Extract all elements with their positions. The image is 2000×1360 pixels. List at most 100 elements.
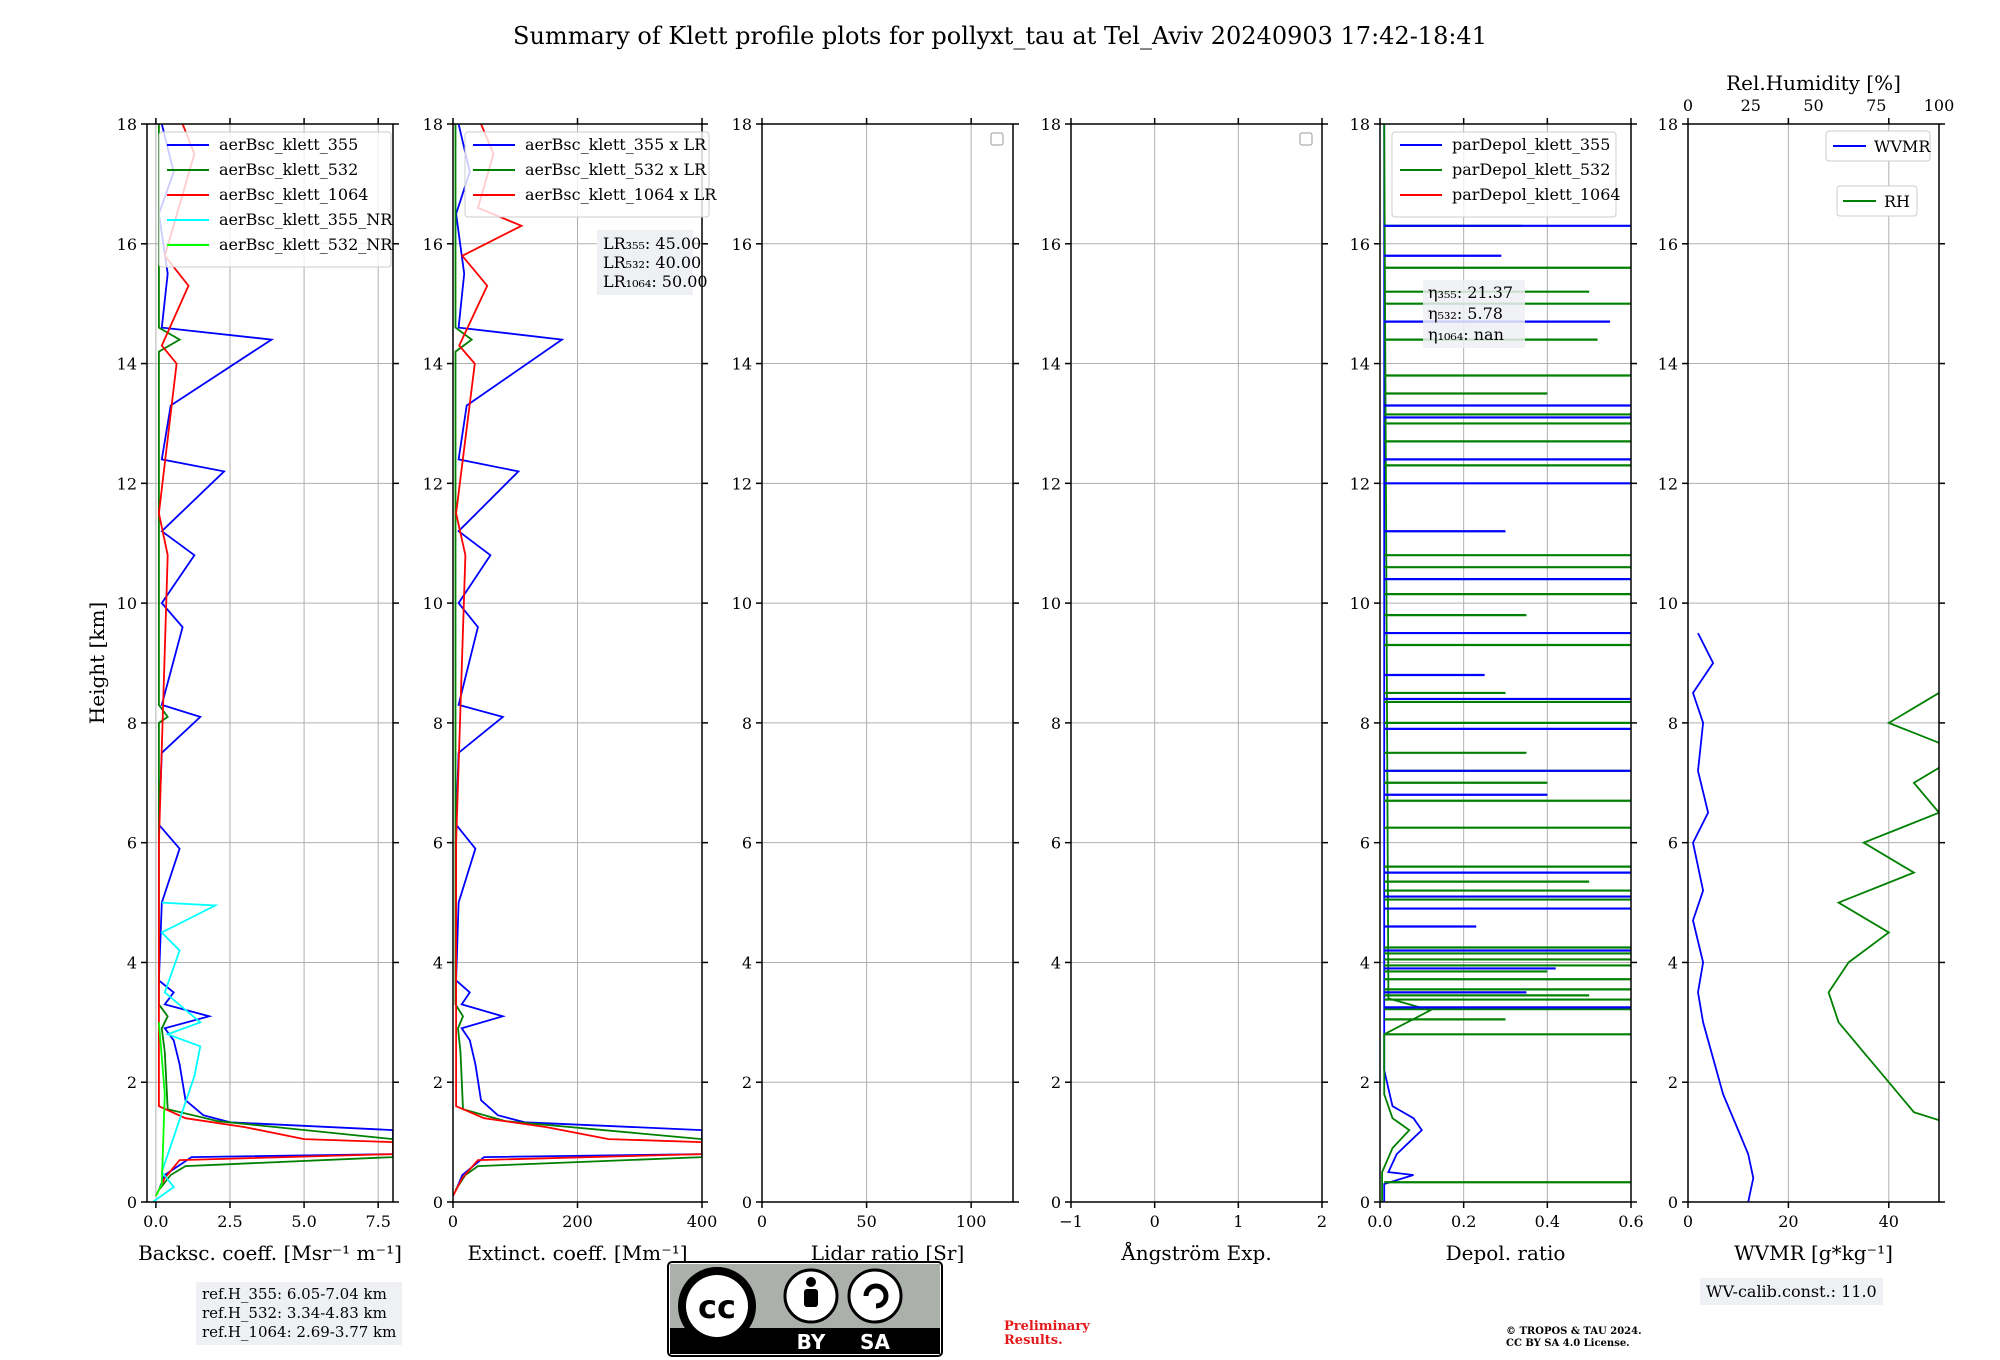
y-tick-label: 0 bbox=[742, 1193, 752, 1212]
legend-box bbox=[1836, 185, 1918, 217]
empty-legend bbox=[1299, 132, 1313, 146]
copyright-note: © TROPOS & TAU 2024. CC BY SA 4.0 Licens… bbox=[1506, 1326, 1642, 1350]
reference-heights-box: ref.H_355: 6.05-7.04 km ref.H_532: 3.34-… bbox=[196, 1282, 403, 1345]
y-tick-label: 0 bbox=[127, 1193, 137, 1212]
series-aerBsc_klett_1064 bbox=[155, 124, 393, 1197]
y-tick-label: 2 bbox=[1668, 1073, 1678, 1092]
y-tick-label: 6 bbox=[1051, 834, 1061, 853]
x-axis-label: Ångström Exp. bbox=[1120, 1240, 1271, 1265]
y-tick-label: 16 bbox=[732, 235, 752, 254]
eta-label: η₅₃₂: 5.78 bbox=[1428, 304, 1503, 323]
legend-entry: aerBsc_klett_355 x LR bbox=[525, 135, 707, 154]
x-tick-label: 0.2 bbox=[1451, 1212, 1476, 1231]
y-tick-label: 6 bbox=[742, 834, 752, 853]
x-tick-label: 0 bbox=[1683, 1212, 1693, 1231]
ref-height-532: ref.H_532: 3.34-4.83 km bbox=[202, 1304, 387, 1322]
x-tick-label: 100 bbox=[956, 1212, 987, 1231]
series-aerBsc_klett_532 bbox=[157, 124, 393, 1191]
legend-entry: aerBsc_klett_532 bbox=[219, 160, 358, 179]
empty-legend bbox=[990, 132, 1004, 146]
x-tick-label: −1 bbox=[1059, 1212, 1083, 1231]
legend-entry: parDepol_klett_1064 bbox=[1452, 185, 1621, 204]
y-tick-label: 8 bbox=[1051, 714, 1061, 733]
top-tick-label: 50 bbox=[1803, 96, 1823, 115]
x-tick-label: 20 bbox=[1778, 1212, 1798, 1231]
x-tick-label: 0 bbox=[1150, 1212, 1160, 1231]
legend-entry: parDepol_klett_532 bbox=[1452, 160, 1610, 179]
y-tick-label: 18 bbox=[1658, 115, 1678, 134]
x-tick-label: 0.6 bbox=[1618, 1212, 1643, 1231]
x-axis-label: Backsc. coeff. [Msr⁻¹ m⁻¹] bbox=[138, 1241, 402, 1265]
x-tick-label: 0 bbox=[757, 1212, 767, 1231]
x-tick-label: 0.0 bbox=[143, 1212, 168, 1231]
legend-entry: RH bbox=[1884, 192, 1910, 211]
y-tick-label: 14 bbox=[1041, 355, 1061, 374]
y-tick-label: 16 bbox=[423, 235, 443, 254]
y-tick-label: 10 bbox=[117, 594, 137, 613]
y-tick-label: 12 bbox=[423, 474, 443, 493]
panel-wvmr: 0 2 4 6 8 10 12 14 16 18 0 20 40 WVMR [g*kg⁻¹] 0 25 50 75… bbox=[1658, 71, 1955, 1265]
lr-label: LR₁₀₆₄: 50.00 bbox=[603, 272, 708, 291]
y-tick-label: 10 bbox=[1350, 594, 1370, 613]
y-tick-label: 10 bbox=[1041, 594, 1061, 613]
y-tick-label: 8 bbox=[1360, 714, 1370, 733]
y-tick-label: 6 bbox=[433, 834, 443, 853]
top-tick-label: 25 bbox=[1741, 96, 1761, 115]
lr-label: LR₅₃₂: 40.00 bbox=[603, 253, 701, 272]
legend-entry: aerBsc_klett_1064 x LR bbox=[525, 185, 717, 204]
y-tick-label: 18 bbox=[1350, 115, 1370, 134]
x-tick-label: 0.4 bbox=[1535, 1212, 1560, 1231]
y-tick-label: 12 bbox=[1041, 474, 1061, 493]
axes-frame bbox=[761, 123, 1014, 1203]
lr-label: LR₃₅₅: 45.00 bbox=[603, 234, 701, 253]
legend-box bbox=[464, 131, 710, 218]
y-tick-label: 18 bbox=[1041, 115, 1061, 134]
cc-license-badge: cc BY SA bbox=[667, 1261, 943, 1357]
y-tick-label: 12 bbox=[732, 474, 752, 493]
y-tick-label: 10 bbox=[423, 594, 443, 613]
y-tick-label: 18 bbox=[423, 115, 443, 134]
series-aerBsc_klett_355_NR bbox=[152, 901, 219, 1202]
eta-label: η₁₀₆₄: nan bbox=[1428, 325, 1504, 344]
y-tick-label: 14 bbox=[1658, 355, 1678, 374]
x-axis-label: Depol. ratio bbox=[1446, 1241, 1566, 1265]
axes-frame bbox=[1070, 123, 1323, 1203]
series-parDepol_klett_532 bbox=[1381, 124, 1433, 1202]
axes-frame bbox=[452, 123, 703, 1203]
x-tick-label: 5.0 bbox=[291, 1212, 316, 1231]
series-parDepol_klett_355 bbox=[1383, 124, 1423, 1202]
x-tick-label: 0.0 bbox=[1367, 1212, 1392, 1231]
panel-backscatter: 0 2 4 6 8 10 12 14 16 18 0.0 2.5 5.0 7.5 Backsc. coeff… bbox=[85, 115, 402, 1265]
y-tick-label: 6 bbox=[1360, 834, 1370, 853]
y-tick-label: 14 bbox=[732, 355, 752, 374]
y-tick-label: 16 bbox=[1041, 235, 1061, 254]
legend-entry: aerBsc_klett_1064 bbox=[219, 185, 368, 204]
sa-label: SA bbox=[860, 1330, 890, 1354]
y-tick-label: 18 bbox=[117, 115, 137, 134]
y-tick-label: 2 bbox=[1360, 1073, 1370, 1092]
top-axis-label: Rel.Humidity [%] bbox=[1726, 71, 1901, 95]
y-tick-label: 0 bbox=[433, 1193, 443, 1212]
legend-entry: aerBsc_klett_355_NR bbox=[219, 210, 393, 229]
y-tick-label: 6 bbox=[1668, 834, 1678, 853]
x-tick-label: 200 bbox=[562, 1212, 593, 1231]
eta-label: η₃₅₅: 21.37 bbox=[1428, 283, 1513, 302]
lr-box bbox=[597, 230, 693, 295]
y-tick-label: 4 bbox=[433, 953, 443, 972]
y-tick-label: 6 bbox=[127, 834, 137, 853]
y-tick-label: 16 bbox=[1658, 235, 1678, 254]
series-aerBsc_klett_532 x LR bbox=[454, 124, 702, 1191]
eta-box bbox=[1423, 280, 1525, 348]
x-axis-label: WVMR [g*kg⁻¹] bbox=[1734, 1241, 1893, 1265]
y-tick-label: 16 bbox=[1350, 235, 1370, 254]
x-tick-label: 7.5 bbox=[365, 1212, 390, 1231]
y-tick-label: 10 bbox=[1658, 594, 1678, 613]
top-tick-label: 100 bbox=[1924, 96, 1955, 115]
y-tick-label: 10 bbox=[732, 594, 752, 613]
y-tick-label: 8 bbox=[433, 714, 443, 733]
preliminary-results-note: Preliminary Results. bbox=[1004, 1320, 1090, 1348]
by-label: BY bbox=[797, 1330, 826, 1354]
